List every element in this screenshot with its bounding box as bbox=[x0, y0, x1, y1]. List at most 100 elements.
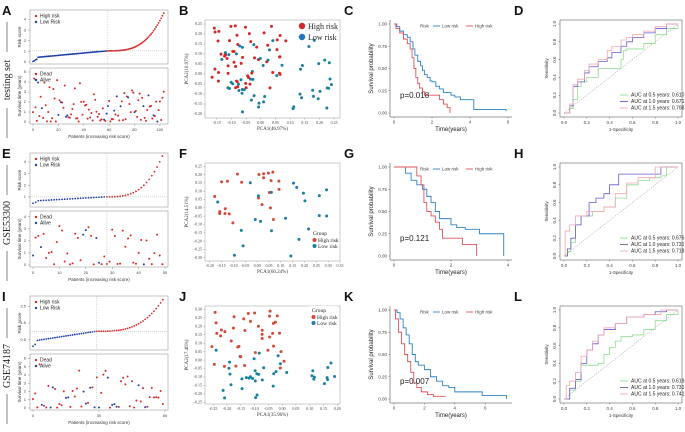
pca-point-high bbox=[234, 364, 238, 368]
y-axis-label: Risk score bbox=[17, 26, 22, 48]
pca-point-high bbox=[213, 67, 217, 71]
y-tick-label: 0.8 bbox=[552, 181, 557, 188]
y-axis-label: Sensitivity bbox=[544, 58, 549, 79]
panel-l: L 0.0 0.2 0.4 0.6 0.8 1.0 0.0 0.2 0.4 0.6 0.8 1.0 1-S… bbox=[514, 289, 685, 418]
risk-point-low bbox=[71, 334, 74, 336]
survival-point-dead bbox=[120, 100, 123, 103]
pca-point-low bbox=[284, 216, 288, 220]
survival-point-dead bbox=[100, 263, 103, 266]
pca-point-low bbox=[232, 253, 236, 257]
y-tick-label: -0.15 bbox=[194, 230, 202, 235]
y-tick-label: 0.0 bbox=[552, 109, 557, 116]
y-tick-label: 0.8 bbox=[552, 324, 557, 331]
y-tick-label: -0.10 bbox=[194, 91, 202, 96]
legend-label: High risk bbox=[317, 315, 338, 321]
x-tick-label: 0.15 bbox=[301, 120, 308, 125]
risk-point-low bbox=[87, 331, 89, 334]
pca-point-high bbox=[246, 312, 250, 316]
survival-point-dead bbox=[48, 86, 51, 89]
risk-point-low bbox=[76, 333, 78, 336]
survival-point-dead bbox=[87, 401, 89, 404]
risk-point-low bbox=[84, 197, 87, 199]
legend-bg bbox=[309, 306, 337, 328]
pca-point-high bbox=[268, 314, 272, 318]
survival-point-dead bbox=[138, 92, 141, 95]
survival-point-alive bbox=[98, 406, 100, 409]
panel-letter: C bbox=[344, 3, 354, 18]
y-tick-label: 0 bbox=[24, 59, 27, 64]
pca-point-low bbox=[322, 382, 326, 386]
survival-point-dead bbox=[73, 87, 76, 90]
survival-point-dead bbox=[63, 84, 66, 87]
survival-point-dead bbox=[142, 387, 144, 390]
risk-point-low bbox=[92, 196, 95, 199]
y-tick-label: 1 bbox=[24, 49, 27, 54]
y-axis-label: Sensitivity bbox=[544, 344, 549, 365]
y-tick-label: 0.0 bbox=[552, 252, 557, 259]
y-tick-label: 2 bbox=[24, 238, 27, 243]
survival-point-alive bbox=[65, 396, 67, 399]
x-tick-label: -0.10 bbox=[250, 406, 258, 411]
x-tick-label: 0.15 bbox=[320, 406, 327, 411]
survival-point-dead bbox=[95, 110, 98, 113]
survival-point-dead bbox=[132, 91, 135, 94]
pca-point-high bbox=[243, 363, 247, 367]
survival-point-alive bbox=[111, 403, 114, 406]
pca-point-low bbox=[329, 83, 333, 87]
x-tick-label: 0.20 bbox=[316, 120, 323, 125]
pca-point-high bbox=[228, 39, 232, 43]
risk-point-low bbox=[50, 199, 53, 201]
pca-point-low bbox=[328, 77, 332, 81]
survival-point-dead bbox=[153, 115, 156, 118]
pca-point-low bbox=[248, 181, 252, 185]
x-tick-label: 0 bbox=[393, 406, 396, 411]
roc-curve-1-5-years bbox=[564, 166, 678, 257]
legend-marker-high bbox=[312, 238, 317, 242]
pca-point-low bbox=[249, 98, 253, 102]
y-tick-label: 0.2 bbox=[552, 378, 557, 385]
y-tick-label: 0.50 bbox=[378, 209, 387, 214]
y-tick-label: 0.10 bbox=[195, 340, 202, 345]
y-tick-label: -0.05 bbox=[194, 81, 202, 86]
risk-point-high bbox=[135, 324, 138, 326]
pca-point-low bbox=[240, 377, 244, 381]
survival-point-dead bbox=[50, 251, 53, 254]
pca-point-low bbox=[280, 63, 284, 67]
pca-point-high bbox=[212, 26, 216, 30]
y-tick-label: 4 bbox=[24, 17, 27, 22]
y-tick-label: 0.5 bbox=[20, 337, 26, 342]
x-tick-label: 0.4 bbox=[606, 406, 613, 411]
panel-c: C 0.00 0.25 0.50 0.75 1.00 0 2 4 6 Time(years) Surv… bbox=[344, 3, 512, 133]
x-tick-label: 30 bbox=[97, 413, 102, 418]
pca-point-high bbox=[233, 24, 237, 28]
legend-label: AUC at 0.5 years: 0.610 bbox=[631, 93, 685, 99]
x-tick-label: 0.05 bbox=[272, 120, 279, 125]
y-tick-label: 0.05 bbox=[195, 349, 202, 354]
pca-point-low bbox=[263, 95, 267, 99]
x-axis-label: Patients (increasing risk score) bbox=[68, 134, 130, 139]
survival-point-alive bbox=[133, 111, 136, 114]
survival-point-alive bbox=[84, 402, 87, 405]
x-tick-label: 40 bbox=[136, 270, 141, 275]
risk-point-high bbox=[153, 310, 155, 313]
survival-point-dead bbox=[68, 263, 71, 266]
survival-point-dead bbox=[45, 120, 48, 123]
y-tick-label: 0.25 bbox=[195, 21, 202, 26]
x-tick-label: 0.10 bbox=[287, 120, 294, 125]
survival-point-dead bbox=[104, 369, 107, 372]
y-axis-label: PCA2(10.97%) bbox=[185, 53, 190, 84]
survival-point-dead bbox=[139, 400, 142, 403]
legend-marker-high bbox=[34, 300, 38, 304]
legend-label: AUC at 1.5 years: 0.718 bbox=[631, 249, 685, 255]
pca-point-high bbox=[284, 39, 288, 43]
pca-point-low bbox=[300, 96, 304, 100]
survival-point-alive bbox=[89, 386, 92, 389]
survival-point-alive bbox=[137, 384, 140, 387]
survival-point-dead bbox=[70, 113, 73, 116]
pca-point-high bbox=[234, 86, 238, 90]
risk-point-high bbox=[153, 170, 156, 173]
km-curve-high-risk bbox=[394, 23, 451, 113]
y-tick-label: 0.6 bbox=[552, 199, 557, 206]
survival-point-dead bbox=[109, 406, 111, 409]
survival-point-dead bbox=[38, 115, 41, 118]
